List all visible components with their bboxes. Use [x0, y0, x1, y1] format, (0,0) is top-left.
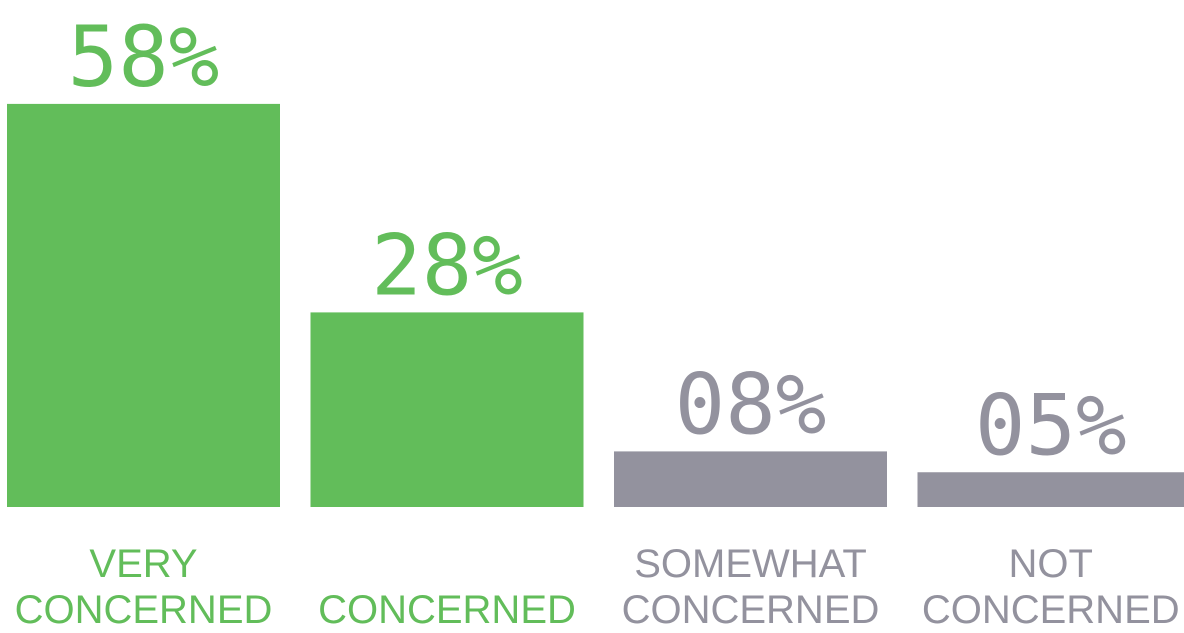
- value-label: 28%: [371, 216, 523, 314]
- category-label: CONCERNED: [318, 588, 576, 632]
- category-label: SOMEWHAT CONCERNED: [621, 542, 880, 632]
- bar: [7, 103, 280, 508]
- value-label: 05%: [975, 376, 1127, 474]
- value-label: 58%: [68, 8, 220, 106]
- bar: [917, 472, 1184, 507]
- category-label: NOT CONCERNED: [921, 542, 1180, 632]
- bar: [310, 312, 584, 507]
- category-label: VERY CONCERNED: [14, 542, 273, 632]
- bar: [614, 451, 887, 507]
- value-label: 08%: [675, 355, 827, 453]
